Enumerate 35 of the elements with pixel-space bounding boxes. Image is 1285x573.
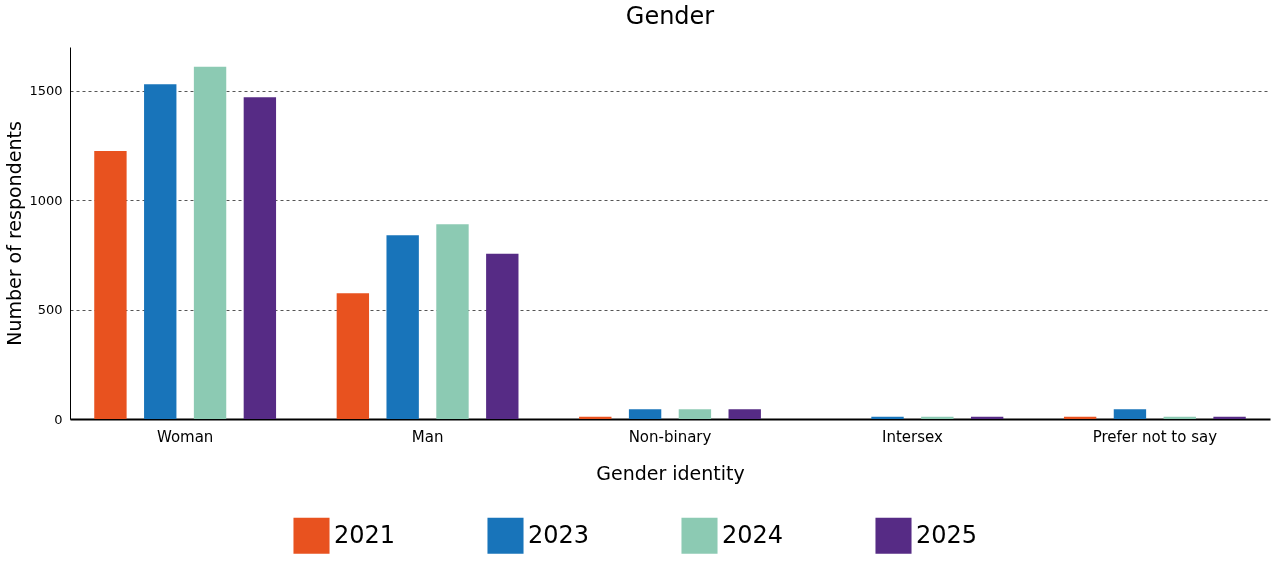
bar [970,416,1004,419]
bar [94,150,127,419]
x-tick-label: Non-binary [628,427,712,446]
y-tick-label: 1000 [29,192,63,208]
bar [386,235,419,419]
bar [921,416,954,419]
bar [193,66,227,419]
legend-label: 2024 [722,520,784,549]
bar [243,97,277,419]
chart-title: Gender [625,2,715,30]
x-axis-title: Gender identity [596,461,745,484]
bar [1113,409,1147,419]
bar [336,293,370,419]
y-tick-label: 0 [54,411,63,427]
bar [628,409,662,419]
x-tick-label: Prefer not to say [1092,427,1218,446]
legend-label: 2025 [916,520,978,549]
bar [1163,416,1196,419]
x-tick-label: Intersex [881,427,943,446]
bar [1063,416,1097,419]
bar [486,253,519,419]
bar [871,416,904,419]
y-axis-title: Number of respondents [3,121,26,346]
legend-label: 2021 [334,520,396,549]
bar [144,84,177,419]
bar [436,224,469,419]
bar [579,416,612,419]
bar [1213,416,1246,419]
y-tick-label: 500 [37,302,63,318]
bar [678,409,712,419]
bar [728,409,761,419]
x-tick-label: Man [411,427,444,446]
y-tick-label: 1500 [29,83,63,99]
legend-label: 2023 [528,520,590,549]
x-tick-label: Woman [156,427,214,446]
